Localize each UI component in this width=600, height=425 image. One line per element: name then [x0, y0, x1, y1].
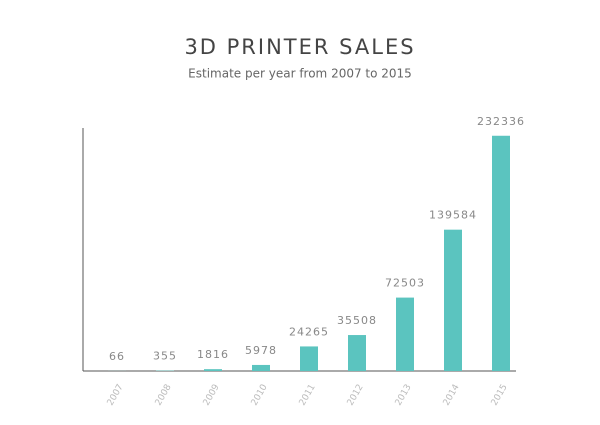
- value-label: 232336: [477, 115, 525, 128]
- x-tick-label: 2013: [394, 383, 414, 408]
- x-tick-label: 2011: [298, 383, 318, 408]
- value-label: 66: [109, 350, 125, 363]
- bar: [396, 297, 414, 371]
- x-tick-label: 2014: [442, 383, 462, 408]
- value-label: 72503: [385, 277, 425, 290]
- bar: [348, 335, 366, 371]
- bar: [204, 369, 222, 371]
- bar: [252, 364, 270, 371]
- value-label: 355: [153, 350, 177, 363]
- bar: [492, 135, 510, 371]
- x-tick-label: 2008: [154, 383, 174, 408]
- x-tick-label: 2010: [250, 383, 270, 408]
- x-tick-label: 2015: [490, 383, 510, 408]
- value-label: 1816: [197, 348, 229, 361]
- bar: [444, 229, 462, 371]
- value-label: 5978: [245, 344, 277, 357]
- value-label: 24265: [289, 325, 329, 338]
- x-tick-label: 2012: [346, 383, 366, 408]
- bar: [300, 346, 318, 371]
- chart-title: 3D PRINTER SALES: [184, 35, 415, 59]
- chart-subtitle: Estimate per year from 2007 to 2015: [188, 67, 412, 81]
- value-label: 35508: [337, 314, 377, 327]
- x-tick-label: 2007: [106, 383, 126, 408]
- x-tick-label: 2009: [202, 383, 222, 408]
- value-label: 139584: [429, 209, 477, 222]
